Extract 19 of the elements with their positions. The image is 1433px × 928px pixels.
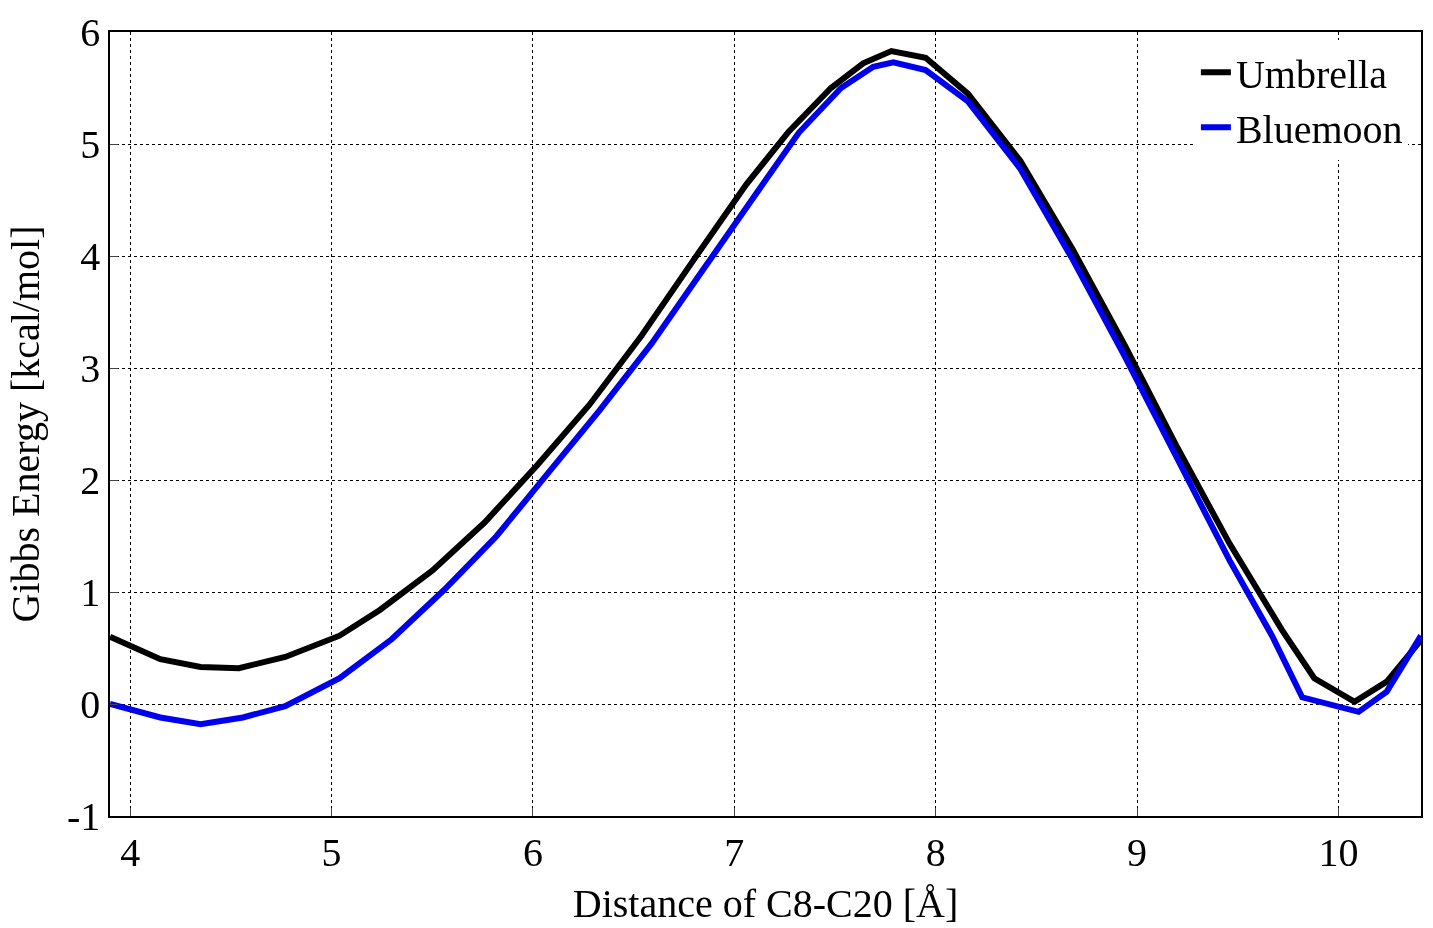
y-tick-label: 5 <box>80 122 101 167</box>
x-axis-title: Distance of C8-C20 [Å] <box>572 880 959 926</box>
x-tick-label: 4 <box>120 829 141 875</box>
x-tick-label: 7 <box>724 829 745 875</box>
y-tick-label: 4 <box>80 234 101 279</box>
x-tick-label: 6 <box>522 829 543 875</box>
x-tick-label: 8 <box>925 829 946 875</box>
y-tick-label: 3 <box>80 346 101 391</box>
x-tick-label: 9 <box>1127 829 1148 875</box>
y-axis-title: Gibbs Energy [kcal/mol] <box>2 225 48 623</box>
x-tick-label: 10 <box>1318 829 1359 875</box>
x-tick-label: 5 <box>321 829 342 875</box>
legend-label: Bluemoon <box>1235 106 1403 152</box>
y-tick-label: 1 <box>80 570 101 615</box>
y-tick-label: 6 <box>80 10 101 55</box>
legend-label: Umbrella <box>1235 51 1388 97</box>
y-tick-label: 2 <box>80 458 101 503</box>
y-tick-label: 0 <box>80 682 101 727</box>
y-tick-label: -1 <box>66 794 101 839</box>
